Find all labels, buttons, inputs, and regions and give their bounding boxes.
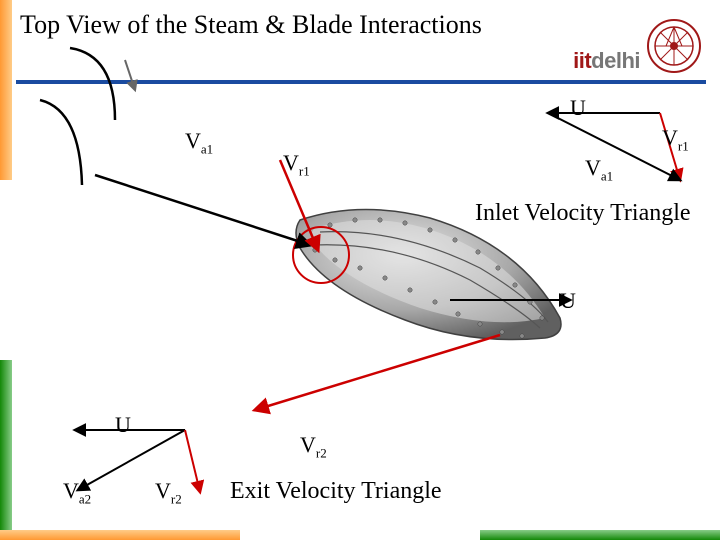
- nozzle-arc-2: [40, 100, 82, 185]
- inlet-tri-va1: [548, 113, 680, 180]
- label-vr2-mid: Vr2: [300, 432, 327, 461]
- label-vr1-mid: Vr1: [283, 150, 310, 179]
- iit-emblem-icon: [646, 18, 702, 74]
- label-vr1-right: Vr1: [662, 125, 689, 154]
- blade-body: [296, 209, 561, 339]
- logo-delhi: delhi: [591, 48, 640, 73]
- label-va2: Va2: [63, 478, 91, 507]
- title-underline: [16, 80, 706, 84]
- iitdelhi-wordmark: iitdelhi: [573, 48, 640, 74]
- label-inlet-triangle: Inlet Velocity Triangle: [475, 200, 691, 227]
- nozzle-arc-1: [70, 48, 115, 120]
- tricolor-bottom-stripe: [0, 530, 720, 540]
- exit-tri-vr2: [185, 430, 200, 492]
- nozzle-jet: [125, 60, 135, 90]
- label-exit-triangle: Exit Velocity Triangle: [230, 478, 442, 505]
- label-u-left: U: [115, 412, 131, 438]
- label-u-mid: U: [560, 288, 576, 314]
- page-title: Top View of the Steam & Blade Interactio…: [20, 10, 482, 40]
- blade-highlight: [312, 220, 546, 322]
- label-u-top: U: [570, 95, 586, 121]
- logo-iit: iit: [573, 48, 591, 73]
- label-va1-right: Va1: [585, 155, 613, 184]
- vector-vr2: [255, 335, 500, 410]
- inlet-highlight-circle: [293, 227, 349, 283]
- blade-groove-2: [315, 245, 540, 328]
- blade-groove-1: [320, 232, 548, 322]
- label-vr2-bot: Vr2: [155, 478, 182, 507]
- vector-va1: [95, 175, 310, 245]
- label-va1-left: Va1: [185, 128, 213, 157]
- blade-rivets: [313, 218, 544, 338]
- tricolor-left-stripe: [0, 0, 12, 540]
